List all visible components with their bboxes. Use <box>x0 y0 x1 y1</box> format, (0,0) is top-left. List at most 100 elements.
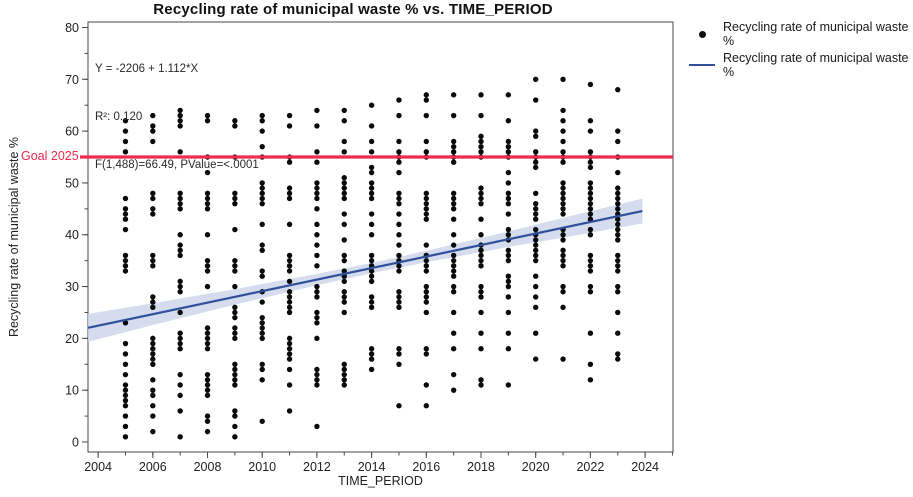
data-point <box>286 221 293 228</box>
chart-title: Recycling rate of municipal waste % vs. … <box>153 1 553 18</box>
data-point <box>177 123 183 129</box>
fit-line-marker-icon <box>689 63 715 67</box>
data-point <box>177 340 183 347</box>
data-point <box>505 195 512 202</box>
y-tick-label: 50 <box>65 176 79 190</box>
data-point <box>505 180 512 186</box>
data-point <box>286 159 293 165</box>
data-point <box>150 403 156 409</box>
data-point <box>396 294 402 300</box>
data-point <box>177 335 183 342</box>
data-point <box>177 289 183 295</box>
data-point <box>314 232 320 238</box>
data-point <box>259 118 265 124</box>
data-point <box>232 123 238 129</box>
data-point <box>314 185 320 191</box>
data-point <box>177 283 183 290</box>
data-point <box>450 143 457 150</box>
data-point <box>396 263 402 269</box>
data-point <box>505 149 512 155</box>
data-point <box>560 195 566 202</box>
data-point <box>560 257 566 264</box>
data-point <box>587 195 594 202</box>
data-point <box>286 112 293 119</box>
data-point <box>341 237 347 243</box>
data-point <box>368 211 375 217</box>
data-point <box>341 175 347 181</box>
r-squared-value: R²: 0.120 <box>95 111 143 123</box>
data-point <box>286 408 293 414</box>
data-point <box>560 185 566 191</box>
data-point <box>286 123 293 129</box>
data-point <box>450 242 457 248</box>
data-point <box>122 216 129 222</box>
data-point <box>450 216 457 222</box>
f-test-value: F(1,488)=66.49, PValue=<.0001 <box>95 159 259 171</box>
data-point <box>533 330 539 336</box>
data-point <box>341 190 347 196</box>
data-point <box>177 195 183 202</box>
data-point <box>122 211 129 217</box>
data-point <box>150 263 156 269</box>
data-point <box>341 309 347 316</box>
data-point <box>150 346 156 352</box>
data-point <box>505 200 512 207</box>
data-point <box>259 314 265 321</box>
data-point <box>204 335 211 342</box>
data-point <box>314 283 320 290</box>
data-point <box>396 351 402 357</box>
data-point <box>478 190 484 196</box>
data-point <box>450 346 457 352</box>
x-tick-label: 2014 <box>358 460 386 474</box>
data-point <box>478 185 484 191</box>
legend-item-fit-line: Recycling rate of municipal waste % <box>689 51 913 79</box>
data-point <box>423 92 430 98</box>
data-point <box>423 346 430 352</box>
data-point <box>368 221 375 228</box>
data-point <box>177 149 183 155</box>
data-point <box>396 159 402 165</box>
data-point <box>232 304 238 310</box>
data-point <box>122 403 129 409</box>
data-point <box>587 128 594 134</box>
data-point <box>505 247 512 253</box>
data-point <box>177 112 183 119</box>
data-point <box>368 149 375 155</box>
scatter-points <box>122 76 621 440</box>
data-point <box>615 138 621 145</box>
data-point <box>533 149 539 155</box>
data-point <box>177 278 183 285</box>
data-point <box>560 252 566 259</box>
x-tick-label: 2016 <box>412 460 440 474</box>
data-point <box>314 180 320 186</box>
data-point <box>587 180 594 186</box>
data-point <box>150 299 156 305</box>
data-point <box>259 247 265 253</box>
data-point <box>177 382 183 388</box>
data-point <box>533 304 539 310</box>
data-point <box>259 268 265 274</box>
data-point <box>341 107 347 114</box>
data-point <box>560 76 566 83</box>
data-point <box>150 361 156 367</box>
data-point <box>560 263 566 269</box>
data-point <box>259 195 265 202</box>
data-point <box>259 200 265 207</box>
data-point <box>177 232 183 238</box>
data-point <box>122 226 129 233</box>
data-point <box>286 252 293 259</box>
data-point <box>122 128 129 134</box>
data-point <box>560 247 566 253</box>
data-point <box>204 268 211 274</box>
data-point <box>587 190 594 196</box>
data-point <box>505 309 512 316</box>
data-point <box>150 413 156 419</box>
data-point <box>122 252 129 259</box>
data-point <box>450 283 457 290</box>
data-point <box>396 403 402 409</box>
data-point <box>587 283 594 290</box>
data-point <box>341 382 347 388</box>
data-point <box>259 325 265 331</box>
data-point <box>150 190 156 196</box>
data-point <box>232 377 238 383</box>
